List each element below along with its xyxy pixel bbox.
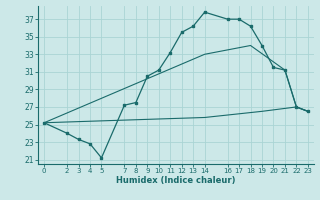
X-axis label: Humidex (Indice chaleur): Humidex (Indice chaleur) — [116, 176, 236, 185]
